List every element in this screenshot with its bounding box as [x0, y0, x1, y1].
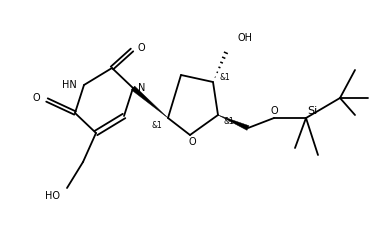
Text: O: O [138, 43, 146, 53]
Text: HO: HO [45, 191, 59, 201]
Polygon shape [132, 86, 168, 118]
Text: OH: OH [238, 33, 253, 43]
Text: N: N [138, 83, 146, 93]
Text: &1: &1 [151, 121, 162, 131]
Text: O: O [270, 106, 278, 116]
Text: O: O [188, 137, 196, 147]
Text: &1: &1 [224, 118, 235, 126]
Text: O: O [32, 93, 40, 103]
Text: Si: Si [307, 106, 317, 116]
Text: &1: &1 [220, 74, 231, 82]
Polygon shape [218, 115, 249, 130]
Text: HN: HN [62, 80, 77, 90]
